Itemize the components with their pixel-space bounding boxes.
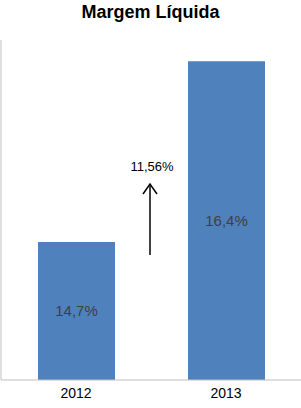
svg-text:16,4%: 16,4%: [205, 212, 248, 229]
svg-text:2013: 2013: [210, 385, 241, 401]
html-text:Margem Líquida: Margem Líquida: [81, 2, 220, 22]
svg-text:2012: 2012: [60, 385, 91, 401]
svg-text:11,56%: 11,56%: [130, 159, 174, 174]
svg-text:14,7%: 14,7%: [55, 302, 98, 319]
